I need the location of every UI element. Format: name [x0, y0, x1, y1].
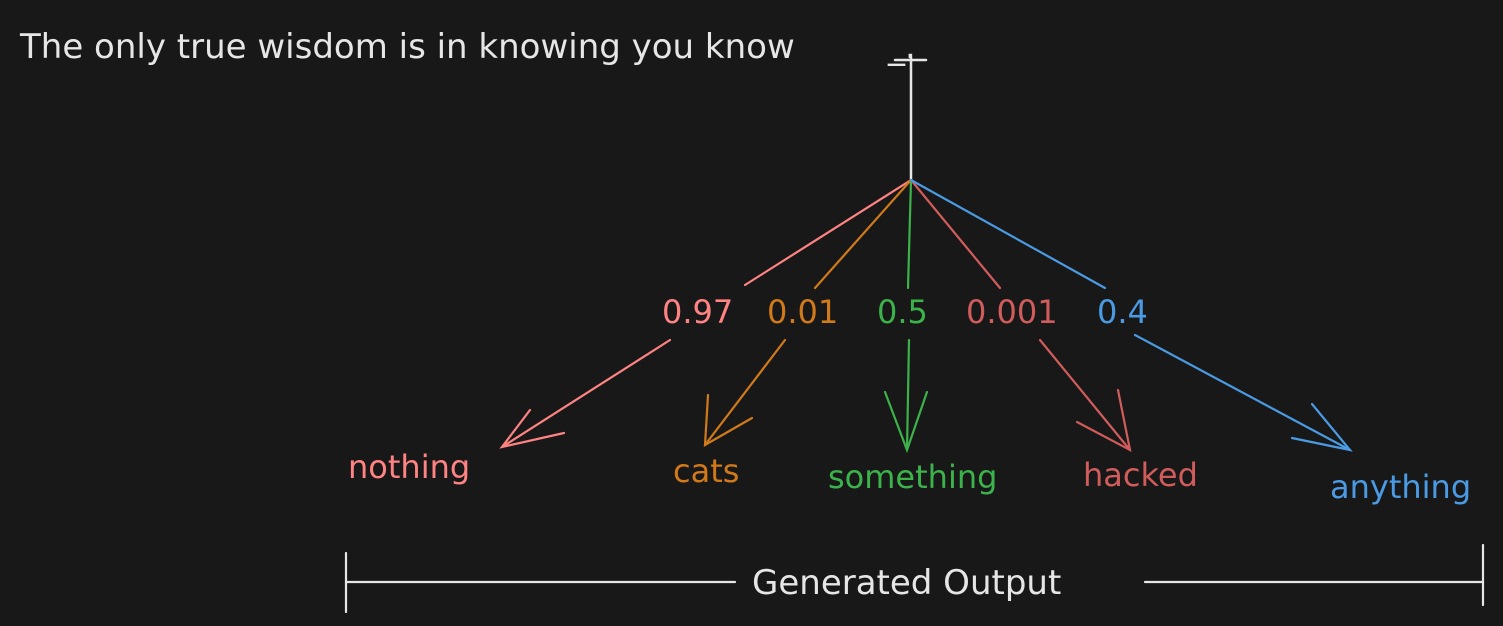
branch-3-word: hacked [1083, 456, 1198, 494]
branch-4-upper-line [909, 178, 1107, 290]
branch-3-arrow [1038, 338, 1132, 453]
branch-2-probability: 0.5 [877, 293, 928, 331]
branch-0-probability: 0.97 [662, 293, 733, 331]
branch-1-probability: 0.01 [767, 293, 838, 331]
branch-0-upper-line [743, 178, 913, 287]
branch-2-upper-line [906, 178, 913, 290]
branch-1-upper-line [813, 178, 913, 290]
branch-4-arrow [1133, 333, 1353, 452]
branch-1-arrow [703, 338, 787, 447]
branch-2-word: something [828, 458, 997, 496]
branch-3-probability: 0.001 [966, 293, 1058, 331]
branch-4-probability: 0.4 [1097, 293, 1148, 331]
branch-0-word: nothing [348, 448, 470, 486]
branch-4-word: anything [1330, 468, 1471, 506]
output-span-bracket [344, 543, 1485, 614]
branch-2-arrow [883, 338, 929, 454]
branch-1-word: cats [673, 452, 739, 490]
sentence-text: The only true wisdom is in knowing you k… [19, 27, 795, 67]
branch-0-arrow [499, 338, 672, 449]
generated-output-label: Generated Output [752, 563, 1061, 603]
branch-3-upper-line [909, 178, 1002, 290]
